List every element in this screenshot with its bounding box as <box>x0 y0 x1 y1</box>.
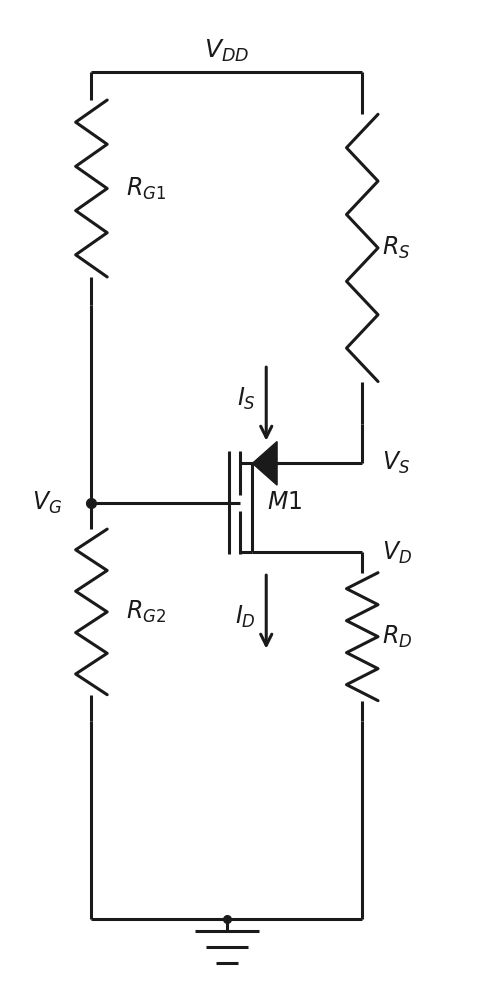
Text: $R_{G2}$: $R_{G2}$ <box>126 599 166 625</box>
Text: $I_S$: $I_S$ <box>238 385 256 412</box>
Text: $V_{DD}$: $V_{DD}$ <box>204 38 249 64</box>
Text: $R_D$: $R_D$ <box>382 623 412 649</box>
Text: $V_G$: $V_G$ <box>32 490 62 516</box>
Polygon shape <box>252 441 277 485</box>
Text: $V_S$: $V_S$ <box>382 450 410 476</box>
Text: $I_D$: $I_D$ <box>236 604 256 629</box>
Text: $V_D$: $V_D$ <box>382 540 412 566</box>
Text: $R_{G1}$: $R_{G1}$ <box>126 175 166 201</box>
Text: $M1$: $M1$ <box>267 491 302 515</box>
Text: $R_S$: $R_S$ <box>382 235 410 261</box>
